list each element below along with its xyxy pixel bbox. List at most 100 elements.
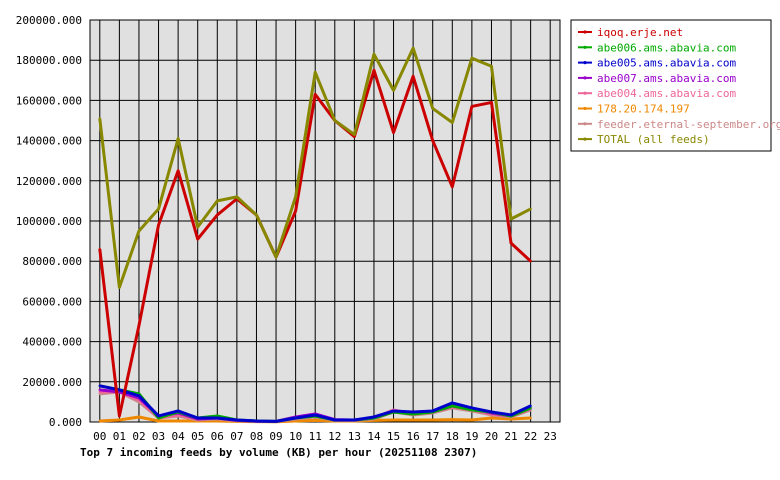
data-point <box>411 75 415 78</box>
data-point <box>431 409 434 413</box>
x-tick-label: 19 <box>465 430 478 443</box>
data-point <box>490 416 493 420</box>
data-point <box>314 419 317 422</box>
legend-label: feeder.eternal-september.org <box>597 118 780 131</box>
data-point <box>157 223 160 227</box>
x-tick-label: 17 <box>426 430 439 443</box>
data-point <box>294 416 297 420</box>
data-point <box>372 415 376 419</box>
y-tick-label: 180000.000 <box>16 54 82 67</box>
x-tick-label: 21 <box>504 430 517 443</box>
data-point <box>157 414 160 418</box>
y-axis-ticks: 0.000 20000.000 40000.000 60000.000 80000.00… <box>16 14 82 429</box>
data-point <box>431 107 434 110</box>
data-point <box>196 237 199 241</box>
data-point <box>431 418 434 422</box>
x-tick-label: 07 <box>230 430 243 443</box>
data-point <box>196 416 199 420</box>
x-tick-label: 12 <box>328 430 341 443</box>
legend-marker <box>583 61 587 65</box>
series-lines <box>98 46 532 424</box>
grid <box>90 19 560 423</box>
data-point <box>137 229 141 233</box>
data-point <box>118 414 121 418</box>
data-point <box>235 195 239 199</box>
data-point <box>137 415 141 419</box>
data-point <box>274 255 278 259</box>
legend-label: iqoq.erje.net <box>597 26 683 39</box>
data-point <box>353 133 356 136</box>
data-point <box>157 419 160 423</box>
x-tick-label: 00 <box>93 430 106 443</box>
data-point <box>294 209 297 213</box>
x-axis-ticks: 00 01 02 03 04 05 06 07 08 09 10 11 12 13 14 15 16 17 18 19… <box>93 430 557 443</box>
x-tick-label: 04 <box>172 430 186 443</box>
y-tick-label: 20000.000 <box>22 376 82 389</box>
y-tick-label: 100000.000 <box>16 215 82 228</box>
legend-marker <box>583 106 587 111</box>
legend-marker <box>583 122 587 126</box>
data-point <box>392 131 395 134</box>
data-point <box>529 416 532 420</box>
data-point <box>392 409 395 413</box>
data-point <box>372 69 376 72</box>
data-point <box>157 416 160 420</box>
data-point <box>294 195 297 199</box>
data-point <box>216 199 219 203</box>
data-point <box>98 384 101 388</box>
x-tick-label: 22 <box>524 430 537 443</box>
y-tick-label: 200000.000 <box>16 14 82 27</box>
legend: iqoq.erje.net abe006.ams.abavia.com abe005… <box>570 19 780 152</box>
data-point <box>98 388 101 392</box>
x-tick-label: 13 <box>348 430 361 443</box>
x-tick-label: 15 <box>387 430 400 443</box>
data-point <box>137 394 141 398</box>
data-point <box>529 207 532 211</box>
data-point <box>118 418 121 422</box>
data-point <box>176 419 180 423</box>
legend-label: abe005.ams.abavia.com <box>597 57 736 70</box>
x-tick-label: 09 <box>269 430 282 443</box>
data-point <box>470 56 474 60</box>
data-point <box>411 418 415 422</box>
legend-marker <box>583 30 587 34</box>
data-point <box>451 401 454 405</box>
legend-box <box>570 19 772 152</box>
y-tick-label: 160000.000 <box>16 94 82 107</box>
data-point <box>470 105 474 108</box>
data-point <box>255 419 258 423</box>
legend-marker <box>583 76 587 80</box>
legend-label: abe006.ams.abavia.com <box>597 41 736 54</box>
legend-label: abe007.ams.abavia.com <box>597 72 736 85</box>
legend-label: abe004.ams.abavia.com <box>597 87 736 100</box>
data-point <box>176 409 180 413</box>
y-tick-label: 40000.000 <box>22 336 82 349</box>
data-point <box>490 65 493 68</box>
data-point <box>392 418 395 422</box>
legend-marker <box>583 137 587 141</box>
data-point <box>451 121 454 124</box>
data-point <box>411 410 415 414</box>
data-point <box>529 404 532 408</box>
y-tick-label: 0.000 <box>49 416 82 429</box>
x-tick-label: 03 <box>152 430 165 443</box>
x-tick-label: 23 <box>544 430 557 443</box>
chart-title: Top 7 incoming feeds by volume (KB) per … <box>80 446 477 459</box>
data-point <box>353 135 356 138</box>
data-point <box>98 247 101 251</box>
data-point <box>470 418 474 422</box>
data-point <box>333 418 336 422</box>
data-point <box>509 241 513 245</box>
y-tick-label: 120000.000 <box>16 175 82 188</box>
x-tick-label: 08 <box>250 430 263 443</box>
y-tick-label: 80000.000 <box>22 255 82 268</box>
data-point <box>98 419 101 423</box>
data-point <box>451 185 454 189</box>
data-point <box>98 117 101 120</box>
data-point <box>137 324 141 327</box>
data-point <box>431 139 434 142</box>
data-point <box>372 52 376 56</box>
y-tick-label: 140000.000 <box>16 135 82 148</box>
legend-marker <box>583 45 587 49</box>
